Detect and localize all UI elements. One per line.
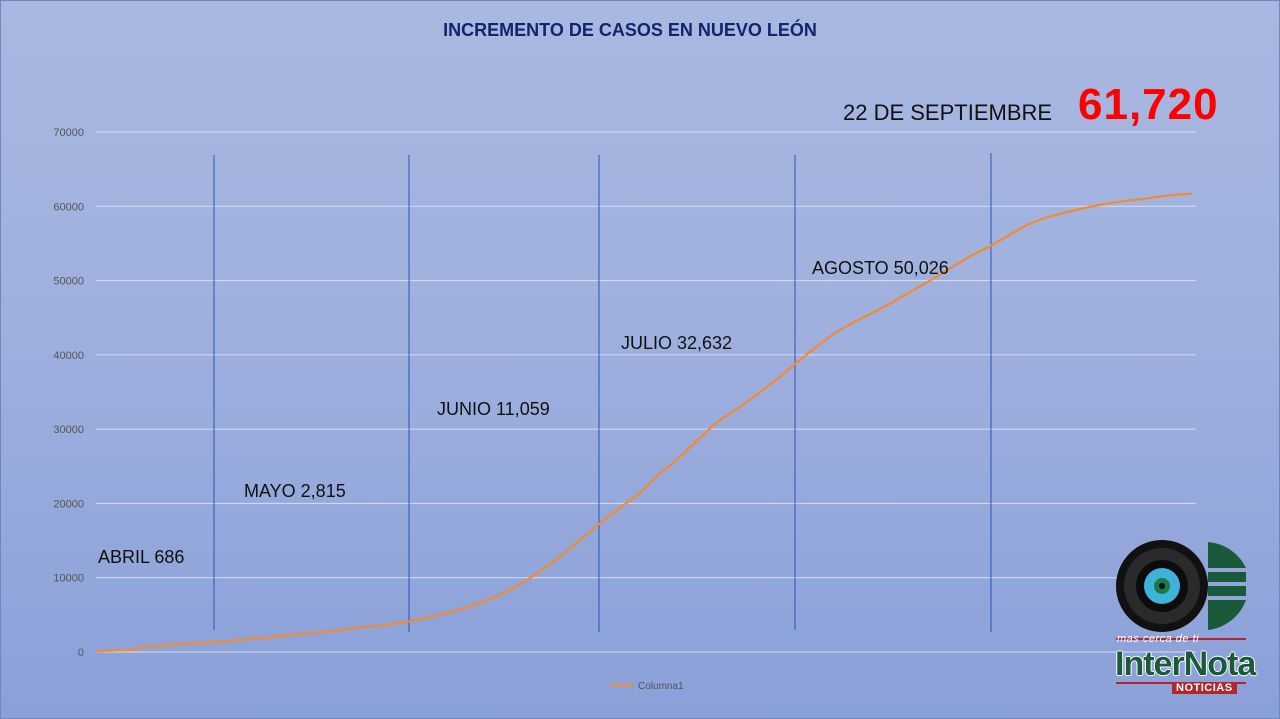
date-label: 22 DE SEPTIEMBRE [843,100,1053,125]
y-tick-label: 30000 [53,424,84,436]
y-tick-label: 10000 [53,573,84,585]
annotation-julio: JULIO 32,632 [621,333,733,353]
y-tick-label: 50000 [53,276,84,288]
legend-label: Columna1 [638,681,684,692]
y-tick-label: 40000 [53,350,84,362]
annotation-junio: JUNIO 11,059 [437,399,550,419]
series-line-Columna1 [95,192,1193,653]
logo-subtitle: NOTICIAS [1172,682,1237,694]
y-tick-label: 60000 [53,201,84,213]
logo-brand: InterNota [1115,645,1256,683]
annotation-mayo: MAYO 2,815 [244,481,346,501]
y-tick-label: 20000 [53,498,84,510]
internota-logo [1116,540,1246,684]
y-tick-label: 0 [78,647,84,659]
annotation-abril: ABRIL 686 [98,547,185,567]
annotation-agosto: AGOSTO 50,026 [812,258,949,278]
total-cases: 61,720 [1078,80,1219,129]
y-tick-label: 70000 [53,127,84,139]
logo-tagline: mas cerca de ti [1117,633,1200,645]
chart-title: INCREMENTO DE CASOS EN NUEVO LEÓN [443,20,817,40]
